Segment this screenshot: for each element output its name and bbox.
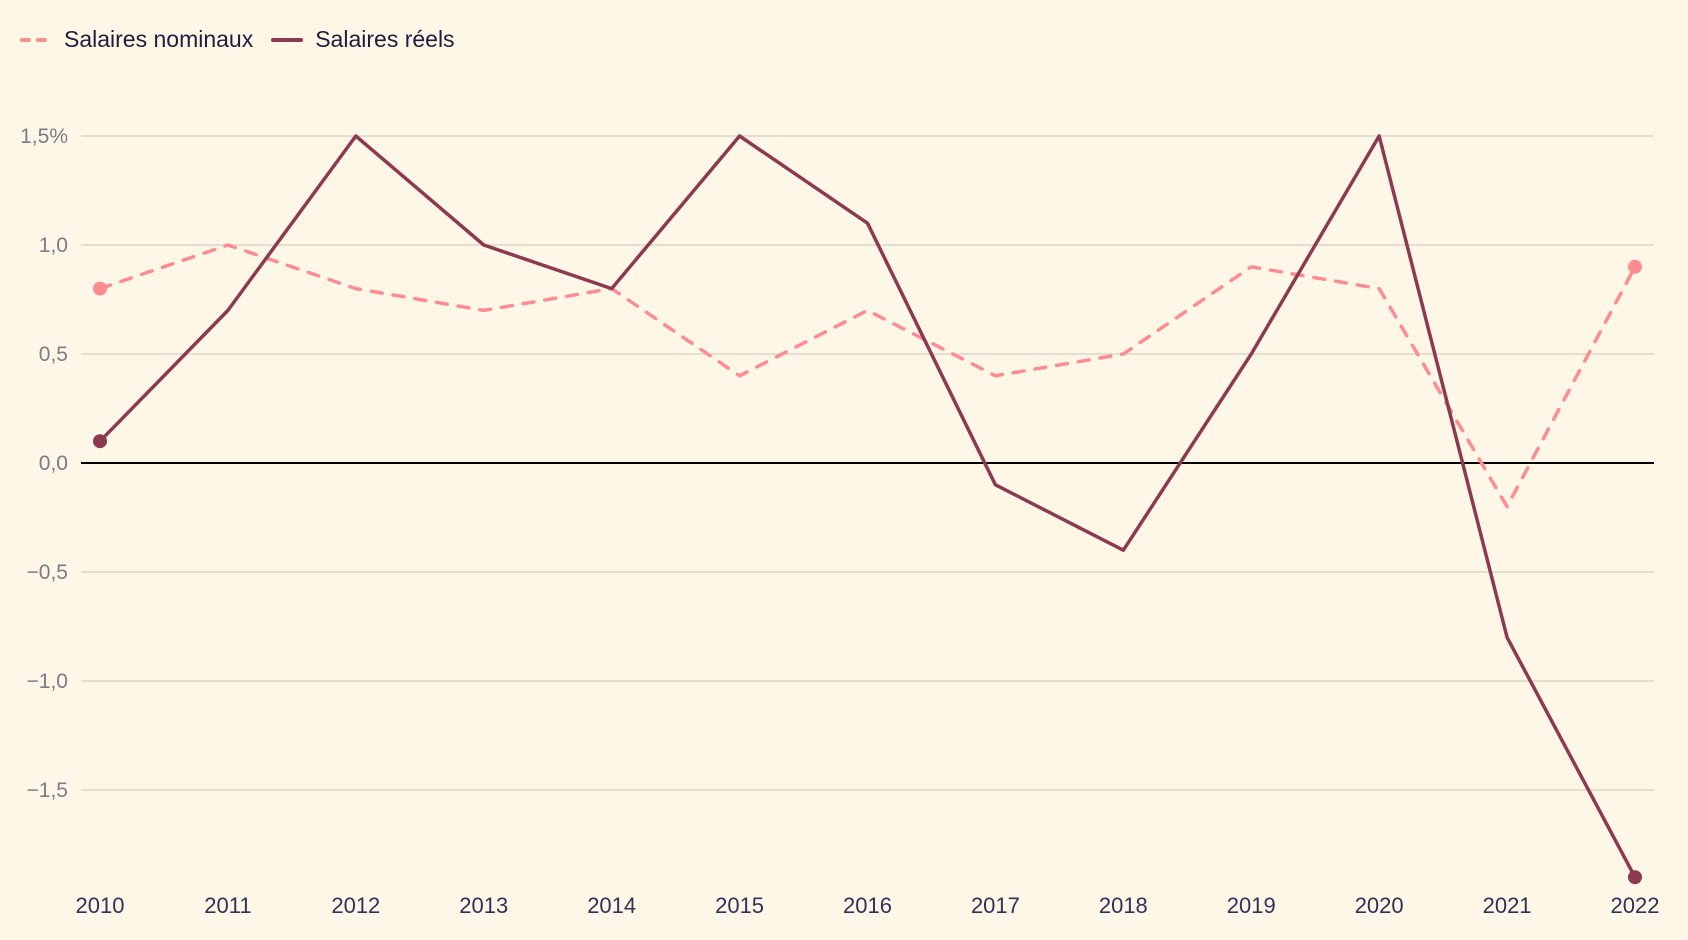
- legend-item-real[interactable]: Salaires réels: [271, 26, 455, 53]
- y-tick-label: 0,5: [39, 343, 68, 366]
- gridlines: [81, 135, 1654, 791]
- y-axis-ticks: 1,5% 1,0 0,5 0,0 −0,5 −1,0 −1,5: [20, 125, 68, 802]
- x-tick-label: 2019: [1227, 893, 1276, 918]
- x-axis-ticks: 2010 2011 2012 2013 2014 2015 2016 2017 2018 2019…: [76, 893, 1660, 918]
- point-real-2022: [1628, 870, 1642, 885]
- y-tick-label: 0,0: [39, 452, 68, 475]
- x-tick-label: 2021: [1483, 893, 1532, 918]
- x-tick-label: 2012: [331, 893, 380, 918]
- legend-swatch-dashed: [20, 37, 52, 42]
- point-nominal-2022: [1628, 259, 1642, 274]
- legend-label-real: Salaires réels: [315, 26, 455, 52]
- series-markers: [93, 259, 1642, 885]
- legend-swatch-solid: [271, 37, 304, 42]
- x-tick-label: 2016: [843, 893, 892, 918]
- x-tick-label: 2020: [1355, 893, 1404, 918]
- series-line-real: [98, 134, 1637, 879]
- x-tick-label: 2015: [715, 893, 764, 918]
- x-tick-label: 2013: [459, 893, 508, 918]
- series-lines: [98, 134, 1637, 879]
- y-tick-label: 1,5%: [20, 125, 68, 148]
- legend-item-nominal[interactable]: Salaires nominaux: [20, 26, 253, 53]
- series-line-nominal: [98, 243, 1637, 509]
- x-tick-label: 2014: [587, 893, 636, 918]
- x-tick-label: 2022: [1611, 893, 1660, 918]
- x-tick-label: 2010: [76, 893, 125, 918]
- legend-label-nominal: Salaires nominaux: [64, 26, 254, 52]
- legend: Salaires nominaux Salaires réels: [20, 26, 473, 53]
- x-tick-label: 2017: [971, 893, 1020, 918]
- y-tick-label: −1,5: [27, 779, 68, 802]
- y-tick-label: −1,0: [27, 670, 68, 693]
- x-tick-label: 2018: [1099, 893, 1148, 918]
- y-tick-label: −0,5: [27, 561, 68, 584]
- x-tick-label: 2011: [204, 893, 251, 918]
- y-tick-label: 1,0: [39, 234, 68, 257]
- point-real-2010: [93, 434, 107, 449]
- point-nominal-2010: [93, 281, 107, 296]
